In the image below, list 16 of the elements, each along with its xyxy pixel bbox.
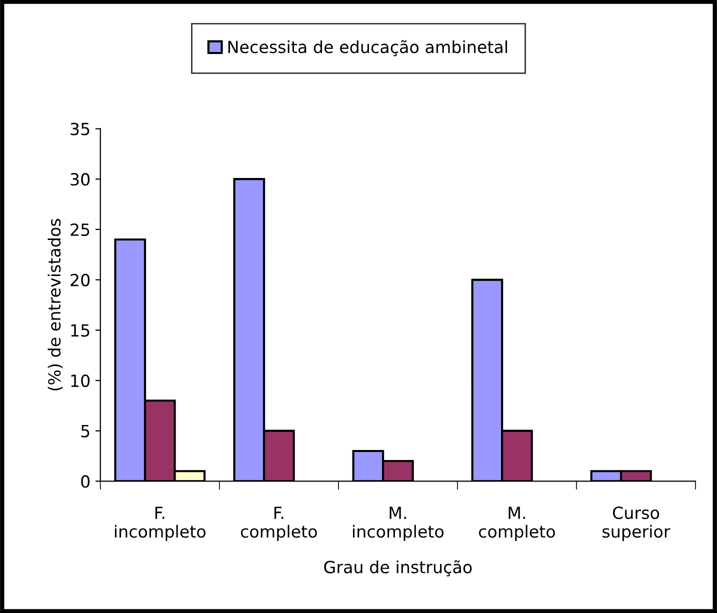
y-tick-label: 0 [81, 475, 90, 488]
x-tick-label: Curso superior [602, 506, 670, 541]
y-axis-title: (%) de entrevistados [48, 218, 63, 390]
y-tick-label: 30 [70, 173, 90, 186]
x-tick-label: M. incompleto [353, 506, 444, 541]
y-tick-label: 25 [70, 223, 90, 236]
y-tick-label: 5 [81, 425, 90, 438]
legend-label: Necessita de educação ambinetal [228, 40, 508, 56]
y-tick-label: 15 [71, 324, 90, 337]
x-tick-label: M. completo [478, 506, 555, 541]
y-tick-label: 10 [71, 374, 90, 388]
x-axis-title: Grau de instrução [324, 560, 472, 576]
x-tick-label: F. incompleto [114, 506, 206, 541]
x-tick-label: F. completo [240, 506, 317, 541]
y-tick-label: 35 [70, 122, 90, 136]
y-tick-label: 20 [70, 274, 90, 286]
